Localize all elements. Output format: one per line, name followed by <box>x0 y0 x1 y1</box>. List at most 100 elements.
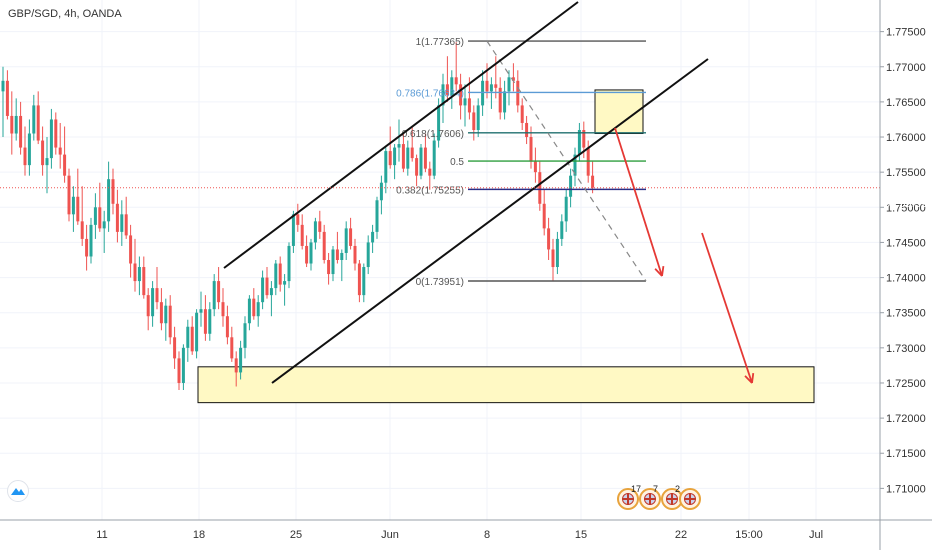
demand-zone <box>197 366 815 404</box>
time-axis-label: Jul <box>809 529 823 541</box>
candle-body <box>577 130 581 155</box>
candle-body <box>296 214 300 225</box>
candle-body <box>115 203 119 232</box>
candle-body <box>555 238 559 268</box>
candle-body <box>291 214 295 246</box>
candle-body <box>476 105 480 130</box>
candle-body <box>384 151 388 183</box>
channel-lower-line <box>271 58 709 384</box>
candle-body <box>203 309 207 334</box>
candle-body <box>195 312 199 352</box>
candle-body <box>124 214 128 236</box>
uk-flag-icon[interactable]: 7 <box>639 484 661 510</box>
candle-body <box>349 228 353 246</box>
price-axis-label: 1.77500 <box>886 27 926 39</box>
candle-body <box>362 267 366 296</box>
candle-body <box>102 221 106 229</box>
candle-body <box>388 151 392 166</box>
price-axis-label: 1.71500 <box>886 448 926 460</box>
candle-body <box>234 358 238 373</box>
candle-body <box>459 84 463 106</box>
candle-body <box>353 245 357 264</box>
tradingview-logo-icon[interactable] <box>7 480 29 502</box>
candle-body <box>190 326 194 352</box>
candle-body <box>199 309 203 313</box>
price-axis-label: 1.74500 <box>886 237 926 249</box>
candle-body <box>432 140 436 176</box>
candle-body <box>173 337 177 359</box>
candle-body <box>45 158 49 166</box>
price-axis-label: 1.72000 <box>886 413 926 425</box>
last-price-badge: 1.75279 <box>885 179 926 191</box>
candle-body <box>503 91 507 113</box>
candle-body <box>137 267 141 282</box>
candle-body <box>261 277 265 303</box>
candle-body <box>318 221 322 232</box>
candle-body <box>393 147 397 166</box>
candle-body <box>564 196 568 222</box>
candle-body <box>23 147 27 166</box>
candle-body <box>129 235 133 264</box>
candle-body <box>133 263 137 282</box>
projection-arrow <box>701 232 753 384</box>
candle-body <box>569 175 573 197</box>
candle-body <box>252 298 256 317</box>
candle-body <box>525 122 529 138</box>
time-axis-label: 15 <box>575 529 587 541</box>
candle-body <box>401 144 405 169</box>
candle-body <box>507 77 511 92</box>
candle-body <box>309 242 313 264</box>
time-axis-label: 18 <box>193 529 205 541</box>
candle-body <box>19 115 23 148</box>
price-axis-label: 1.75000 <box>886 202 926 214</box>
uk-flag-icon[interactable] <box>679 488 701 510</box>
candle-body <box>551 249 555 268</box>
uk-flag-icon[interactable]: 17 <box>617 484 641 510</box>
fib-level-label: 0.618(1.7606) <box>402 129 464 140</box>
candle-body <box>423 147 427 169</box>
candle-body <box>335 249 339 260</box>
time-axis-label: 22 <box>675 529 687 541</box>
candle-body <box>63 154 67 176</box>
projection-arrowhead <box>661 265 665 277</box>
candle-body <box>256 302 260 317</box>
projection-arrowhead <box>744 375 753 384</box>
candle-body <box>520 105 524 123</box>
candle-body <box>428 168 432 176</box>
price-axis-label: 1.72500 <box>886 378 926 390</box>
candle-body <box>450 77 454 95</box>
candle-body <box>441 84 445 106</box>
candle-body <box>186 326 190 348</box>
candle-body <box>467 98 471 113</box>
candle-body <box>10 115 14 134</box>
candle-body <box>208 309 212 334</box>
fib-trend-line <box>486 40 647 282</box>
candle-body <box>58 147 62 155</box>
candle-body <box>331 249 335 275</box>
fib-level-label: 0.5 <box>450 157 464 168</box>
candle-body <box>485 80 489 92</box>
candle-body <box>278 263 282 285</box>
candle-body <box>582 130 586 148</box>
candle-body <box>560 221 564 239</box>
candle-body <box>406 147 410 169</box>
candle-body <box>221 302 225 317</box>
projection-arrow <box>614 127 663 277</box>
candle-body <box>445 84 449 95</box>
price-axis-label: 1.76500 <box>886 97 926 109</box>
price-axis-label: 1.73500 <box>886 308 926 320</box>
price-axis-label: 1.75500 <box>886 167 926 179</box>
candle-body <box>529 137 533 162</box>
candle-body <box>410 147 414 159</box>
candle-body <box>93 207 97 225</box>
candle-body <box>76 196 80 222</box>
candle-body <box>305 245 309 264</box>
uk-flag-icon[interactable]: 2 <box>661 484 683 510</box>
candle-body <box>217 281 221 303</box>
countdown-badge: 03:39:32 <box>884 198 927 210</box>
candle-body <box>41 140 45 166</box>
candle-body <box>32 105 36 134</box>
symbol-title: GBP/SGD, 4h, OANDA <box>8 8 122 20</box>
